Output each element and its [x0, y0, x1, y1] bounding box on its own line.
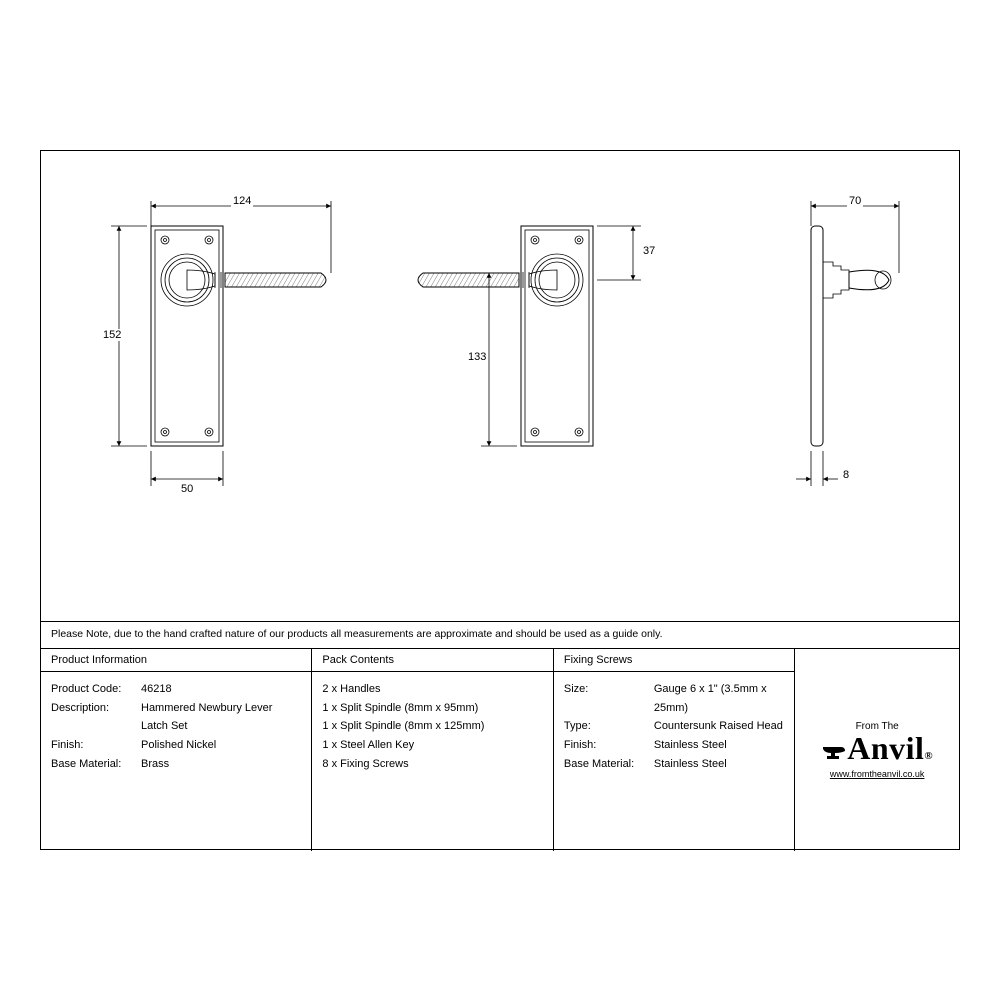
pack-item: 8 x Fixing Screws [322, 755, 542, 774]
logo-main-text: Anvil [847, 730, 924, 767]
dim-label-37: 37 [641, 245, 657, 257]
fs-base-label: Base Material: [564, 755, 654, 774]
sheet-frame: 124 152 50 133 37 70 8 Please Note, due … [40, 150, 960, 850]
fs-base-value: Stainless Steel [654, 755, 784, 774]
pi-code-value: 46218 [141, 680, 301, 699]
pi-finish-label: Finish: [51, 736, 141, 755]
dim-37 [597, 226, 641, 280]
col-logo: From The Anvil® www.fromtheanvil.co.uk [795, 649, 959, 851]
header-pack-contents: Pack Contents [312, 649, 552, 672]
dim-label-152: 152 [101, 329, 123, 341]
pack-item: 1 x Split Spindle (8mm x 95mm) [322, 699, 542, 718]
dim-label-124: 124 [231, 195, 253, 207]
pi-desc-label: Description: [51, 699, 141, 718]
view-front [151, 226, 326, 446]
pi-base-label: Base Material: [51, 755, 141, 774]
pi-desc-value-2: Latch Set [141, 717, 301, 736]
dim-label-70: 70 [847, 195, 863, 207]
dim-label-8: 8 [841, 469, 851, 481]
technical-drawing-svg [41, 151, 961, 621]
pi-desc-value-1: Hammered Newbury Lever [141, 699, 301, 718]
dim-label-133: 133 [466, 351, 488, 363]
fs-type-label: Type: [564, 717, 654, 736]
header-product-info: Product Information [41, 649, 311, 672]
note-strip: Please Note, due to the hand crafted nat… [41, 621, 959, 649]
pack-item: 1 x Steel Allen Key [322, 736, 542, 755]
view-side [811, 226, 891, 446]
note-text: Please Note, due to the hand crafted nat… [51, 628, 663, 640]
fs-size-value: Gauge 6 x 1" (3.5mm x 25mm) [654, 680, 784, 717]
fs-finish-value: Stainless Steel [654, 736, 784, 755]
pack-item: 1 x Split Spindle (8mm x 125mm) [322, 717, 542, 736]
col-pack-contents: Pack Contents 2 x Handles 1 x Split Spin… [312, 649, 553, 851]
fs-type-value: Countersunk Raised Head [654, 717, 784, 736]
dim-124 [151, 201, 331, 273]
pi-base-value: Brass [141, 755, 301, 774]
registered-mark: ® [924, 750, 933, 762]
pack-item: 2 x Handles [322, 680, 542, 699]
dim-8 [796, 451, 838, 486]
fs-finish-label: Finish: [564, 736, 654, 755]
anvil-logo: Anvil® [821, 730, 933, 767]
anvil-icon [821, 743, 845, 759]
pi-code-label: Product Code: [51, 680, 141, 699]
logo-url: www.fromtheanvil.co.uk [830, 769, 925, 779]
drawing-area: 124 152 50 133 37 70 8 [41, 151, 959, 621]
col-fixing-screws: Fixing Screws Size:Gauge 6 x 1" (3.5mm x… [554, 649, 795, 851]
info-table: Product Information Product Code:46218 D… [41, 649, 959, 851]
dim-50 [151, 451, 223, 486]
fs-size-label: Size: [564, 680, 654, 717]
col-product-info: Product Information Product Code:46218 D… [41, 649, 312, 851]
dim-label-50: 50 [179, 483, 195, 495]
pi-finish-value: Polished Nickel [141, 736, 301, 755]
header-fixing-screws: Fixing Screws [554, 649, 794, 672]
view-back [418, 226, 593, 446]
